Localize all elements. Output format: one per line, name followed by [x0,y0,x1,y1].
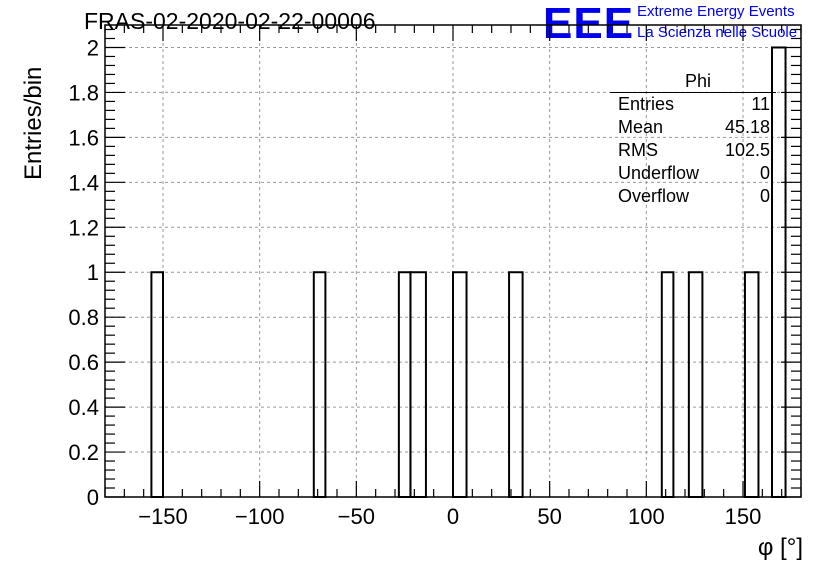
histogram-bar [687,271,704,498]
stats-value: 0 [759,163,770,183]
histogram-bar [508,271,524,498]
x-tick-label: 50 [537,504,561,529]
stats-label: Underflow [618,163,700,183]
histogram-bar [660,271,675,498]
y-tick-label: 0.4 [68,395,99,420]
stats-box: Phi Entries 11 Mean 45.18 RMS 102.5 Unde… [610,70,776,208]
stats-value: 102.5 [724,140,770,160]
stats-value: 11 [751,94,770,114]
stats-row-underflow: Underflow 0 [610,162,776,185]
histogram-bar [312,271,327,498]
logo-line-1: Extreme Energy Events [637,3,795,20]
y-tick-label: 2 [87,35,99,60]
stats-row-entries: Entries 11 [610,93,776,116]
stats-row-mean: Mean 45.18 [610,116,776,139]
x-tick-label: −100 [235,504,285,529]
histogram-bar [150,271,164,498]
histogram-bar [743,271,760,498]
y-tick-label: 0.6 [68,350,99,375]
chart-title: FRAS-02-2020-02-22-00006 [84,8,376,34]
y-tick-label: 0.8 [68,305,99,330]
stats-label: RMS [618,140,658,160]
y-tick-label: 0.2 [68,440,99,465]
axis-ticks [104,25,802,498]
histogram-bar [397,271,412,498]
x-tick-label: 150 [725,504,762,529]
y-tick-label: 1.4 [68,170,99,195]
eee-logo: EEE [543,0,635,48]
x-tick-label: −150 [138,504,188,529]
y-tick-label: 1.6 [68,125,99,150]
y-tick-label: 1.8 [68,80,99,105]
y-tick-label: 1.2 [68,215,99,240]
x-tick-label: −50 [338,504,375,529]
histogram-bar [452,271,468,498]
stats-label: Entries [618,94,675,114]
stats-label: Overflow [618,186,690,206]
stats-box-title: Phi [610,70,776,93]
stats-label: Mean [618,117,664,137]
x-tick-label: 0 [447,504,459,529]
stats-value: 0 [759,186,770,206]
x-tick-label: 100 [628,504,665,529]
x-axis-label: φ [°] [757,534,803,561]
histogram-bar [409,271,427,498]
stats-row-overflow: Overflow 0 [610,185,776,208]
y-tick-label: 0 [87,485,99,510]
y-tick-label: 1 [87,260,99,285]
stats-row-rms: RMS 102.5 [610,139,776,162]
logo-line-2: La Scienza nelle Scuole [637,24,798,41]
stats-value: 45.18 [724,117,770,137]
tick-labels: −150 −100 −50 0 50 100 150 0 0.2 0.4 0.6 0.8 1 1.2 1.4… [68,35,761,529]
